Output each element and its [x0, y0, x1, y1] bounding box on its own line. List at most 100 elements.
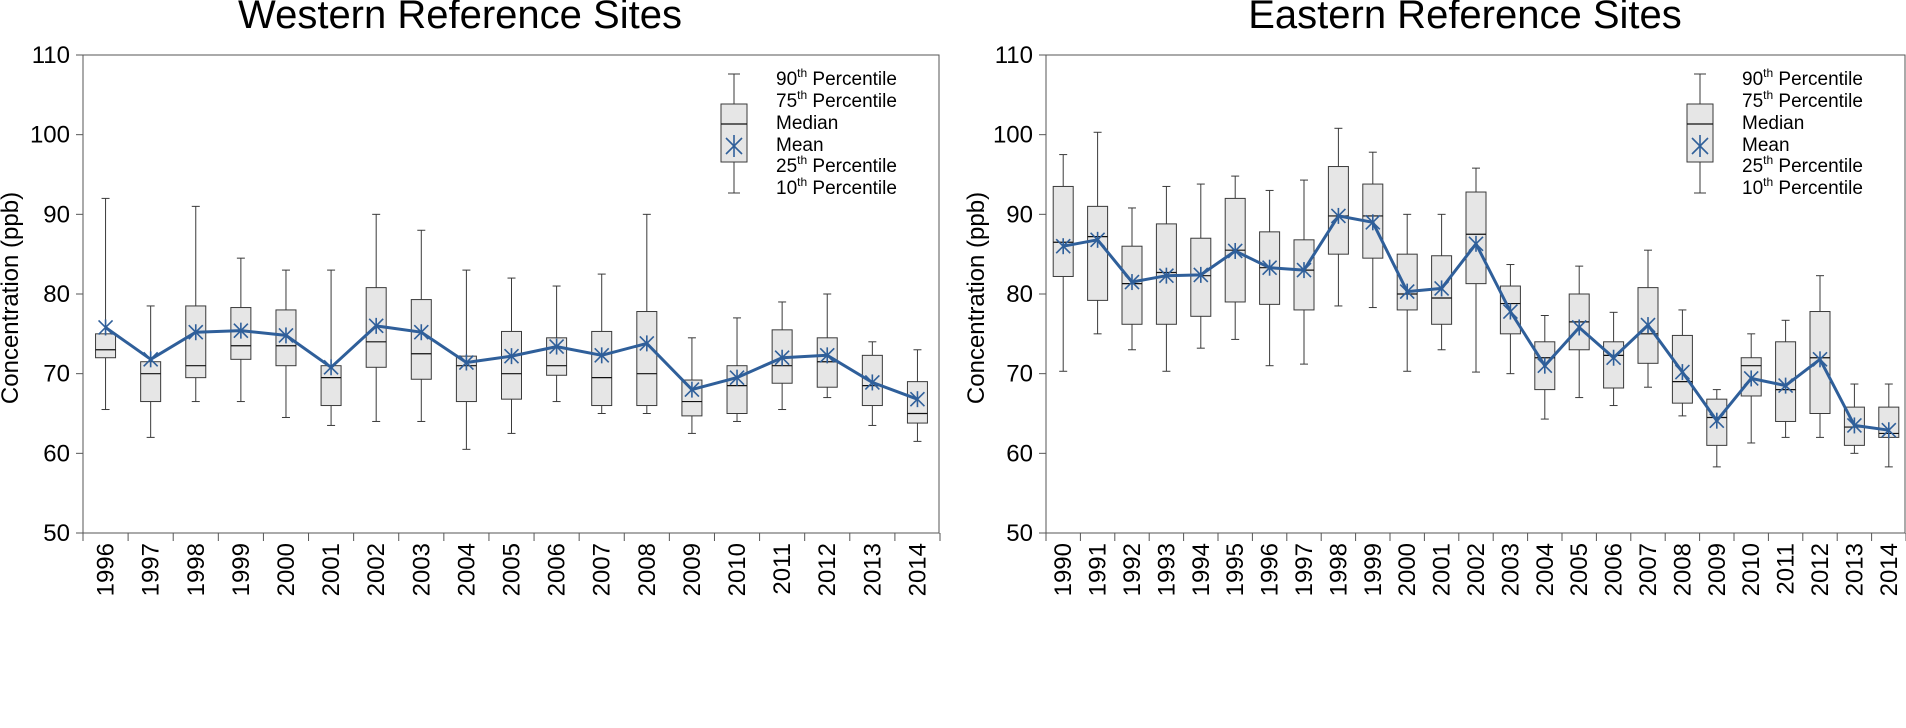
- x-tick-label: 2014: [904, 543, 931, 596]
- mean-marker: [233, 322, 249, 339]
- x-tick-label: 2013: [859, 543, 886, 596]
- x-tick-label: 1992: [1119, 543, 1146, 596]
- mean-marker: [729, 369, 745, 386]
- mean-marker: [1468, 235, 1484, 252]
- mean-marker: [1812, 351, 1828, 368]
- legend-label: Mean: [776, 135, 824, 156]
- box-iqr: [1052, 185, 1074, 277]
- y-axis-label: Concentration (ppb): [963, 192, 990, 404]
- box-1996: [95, 197, 117, 411]
- mean-marker: [368, 317, 384, 334]
- x-tick-label: 2004: [1532, 543, 1559, 596]
- x-tick-label: 1997: [1291, 543, 1318, 596]
- legend-label: 90th Percentile: [776, 66, 897, 90]
- x-tick-label: 1997: [138, 543, 165, 596]
- x-tick-label: 2000: [273, 543, 300, 596]
- box-iqr: [1396, 253, 1418, 311]
- legend-mean-marker: [725, 135, 743, 157]
- x-tick-label: 2004: [453, 543, 480, 596]
- mean-marker: [188, 324, 204, 341]
- mean-marker: [1606, 349, 1622, 366]
- box-iqr: [501, 330, 522, 400]
- mean-marker: [1262, 259, 1278, 276]
- mean-marker: [97, 319, 114, 336]
- y-tick-label: 90: [1006, 201, 1033, 228]
- mean-marker: [1193, 266, 1209, 283]
- x-tick-label: 2006: [1601, 543, 1628, 596]
- x-tick-label: 2010: [1738, 543, 1765, 596]
- chart-panel-1: Eastern Reference Sites 50 60 70 80 90 100 110 C…: [963, 0, 1906, 596]
- y-tick-label: 80: [1006, 281, 1033, 308]
- x-tick-label: 2010: [724, 543, 751, 596]
- mean-marker: [1640, 317, 1656, 334]
- x-tick-label: 1998: [1325, 543, 1352, 596]
- box-2000: [275, 269, 297, 418]
- x-tick-label: 2012: [814, 543, 841, 596]
- x-tick-label: 2001: [1429, 543, 1456, 596]
- y-tick-label: 60: [43, 440, 70, 467]
- mean-marker: [503, 348, 520, 365]
- mean-marker: [1296, 262, 1312, 279]
- chart-title: Western Reference Sites: [238, 0, 682, 37]
- legend-label: 75th Percentile: [1742, 88, 1863, 112]
- x-tick-label: 1990: [1050, 543, 1077, 596]
- x-tick-label: 2009: [679, 543, 706, 596]
- mean-marker: [1124, 274, 1140, 291]
- legend-label: Median: [776, 113, 838, 134]
- box-2001: [320, 269, 342, 426]
- y-tick-label: 50: [1006, 520, 1033, 547]
- y-axis-label: Concentration (ppb): [0, 192, 24, 404]
- y-tick-label: 100: [30, 122, 70, 149]
- mean-marker: [413, 324, 429, 341]
- legend-label: 75th Percentile: [776, 88, 897, 112]
- x-tick-label: 2011: [1773, 543, 1800, 595]
- mean-marker: [819, 347, 835, 364]
- x-tick-label: 2003: [1497, 543, 1524, 596]
- x-tick-label: 1999: [1360, 543, 1387, 596]
- x-tick-label: 2007: [589, 543, 616, 596]
- mean-marker: [639, 335, 655, 352]
- x-tick-label: 1996: [93, 543, 120, 596]
- mean-marker: [549, 338, 565, 355]
- box-1990: [1052, 154, 1074, 372]
- x-tick-label: 2012: [1807, 543, 1834, 596]
- legend-label: 10th Percentile: [776, 175, 897, 199]
- mean-marker: [1778, 377, 1794, 394]
- y-tick-label: 50: [43, 520, 70, 547]
- mean-marker: [458, 354, 474, 371]
- x-tick-label: 1991: [1085, 543, 1112, 596]
- box-2007: [591, 273, 613, 414]
- x-tick-label: 2001: [318, 543, 345, 596]
- x-tick-label: 2005: [1566, 543, 1593, 596]
- legend-label: 10th Percentile: [1742, 175, 1863, 199]
- mean-marker: [1227, 242, 1243, 259]
- y-tick-label: 100: [993, 122, 1033, 149]
- legend-label: 25th Percentile: [1742, 153, 1863, 177]
- mean-marker: [1881, 422, 1897, 439]
- x-tick-label: 2005: [499, 543, 526, 596]
- box-iqr: [591, 330, 613, 407]
- chart-panel-0: Western Reference Sites 50 60 70 80 90 100 110 C…: [0, 0, 941, 596]
- box-1997: [140, 305, 162, 438]
- y-tick-label: 70: [43, 361, 70, 388]
- mean-marker: [1434, 280, 1450, 297]
- mean-marker: [1330, 207, 1346, 224]
- box-iqr: [140, 361, 162, 403]
- x-tick-label: 1999: [228, 543, 255, 596]
- x-tick-label: 2003: [408, 543, 435, 596]
- mean-marker: [1158, 267, 1174, 284]
- x-tick-label: 1994: [1188, 543, 1215, 596]
- x-tick-label: 2013: [1841, 543, 1868, 596]
- x-tick-label: 2008: [1669, 543, 1696, 596]
- x-tick-label: 2002: [1463, 543, 1490, 596]
- mean-marker: [1709, 412, 1725, 429]
- y-tick-label: 80: [43, 281, 70, 308]
- mean-marker: [1743, 370, 1759, 387]
- box-1994: [1190, 183, 1212, 349]
- legend-mean-marker: [1691, 135, 1709, 157]
- mean-marker: [1846, 417, 1862, 434]
- box-iqr: [1087, 205, 1109, 301]
